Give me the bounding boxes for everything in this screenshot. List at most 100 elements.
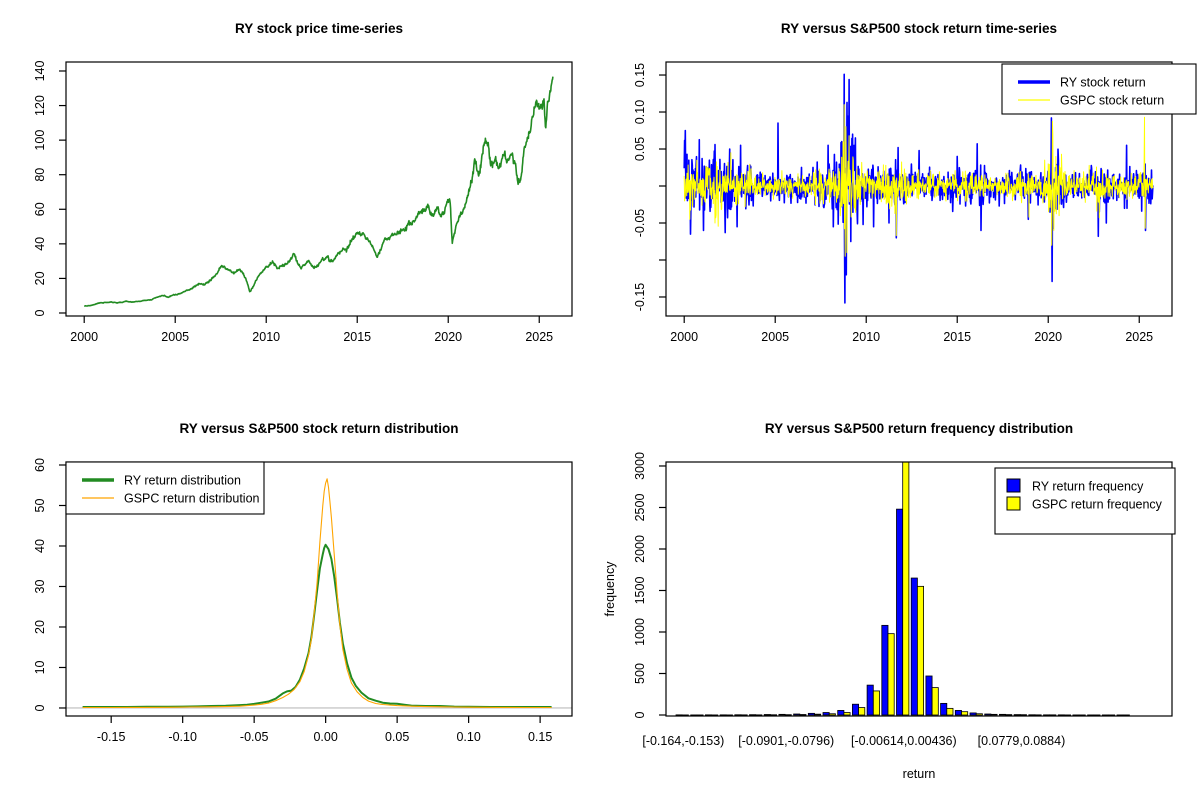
y-tick-label: 0 xyxy=(33,309,47,316)
x-tick-label: 0.00 xyxy=(313,730,337,744)
y-tick-label: 60 xyxy=(33,202,47,216)
bin-range-label: [-0.00614,0.00436) xyxy=(851,734,957,748)
ry-return-frequency-bar xyxy=(896,508,904,716)
gspc-return-frequency-bar xyxy=(814,713,822,716)
bin-range-label: [-0.0901,-0.0796) xyxy=(738,734,834,748)
y-tick-label: 20 xyxy=(33,271,47,285)
ry-return-frequency-bar xyxy=(763,714,771,716)
ry-return-frequency-bar xyxy=(1013,714,1021,716)
x-tick-label: 0.05 xyxy=(385,730,409,744)
y-tick-label: 3000 xyxy=(633,452,647,480)
ry-return-frequency-bar xyxy=(881,624,889,716)
ry-return-frequency-bar xyxy=(910,577,918,716)
y-tick-label: 2500 xyxy=(633,494,647,522)
ry-return-frequency-bar xyxy=(734,714,742,716)
y-tick-label: 120 xyxy=(33,95,47,116)
x-tick-label: 2015 xyxy=(343,330,371,344)
return-distribution-plot: -0.15 -0.10 -0.05 0.00 0.05 0.10 0.15 0 10 20 30 40… xyxy=(33,458,573,744)
legend-label: GSPC stock return xyxy=(1060,94,1164,108)
y-tick-label: 140 xyxy=(33,61,47,82)
ry-return-frequency-bar xyxy=(1057,714,1065,716)
legend-label: RY return distribution xyxy=(124,474,241,488)
y-tick-label: 60 xyxy=(33,458,47,472)
y-tick-label: -0.05 xyxy=(633,209,647,238)
plot-box xyxy=(665,61,1173,317)
gspc-return-frequency-bar xyxy=(828,713,836,716)
y-tick-label: 20 xyxy=(33,620,47,634)
gspc-return-frequency-bar xyxy=(902,461,910,716)
legend-swatch xyxy=(1006,496,1021,511)
y-tick-label: 10 xyxy=(33,660,47,674)
ry-return-frequency-bar xyxy=(807,712,815,716)
ry-return-distribution-line xyxy=(82,543,552,708)
gspc-return-frequency-bar xyxy=(784,714,792,716)
y-tick-label: 40 xyxy=(33,237,47,251)
ry-return-frequency-bar xyxy=(778,713,786,716)
x-tick-label: 2005 xyxy=(761,330,789,344)
y-tick-label: -0.15 xyxy=(633,283,647,312)
x-tick-label: -0.15 xyxy=(97,730,126,744)
price-timeseries-plot: 2000 2005 2010 2015 2020 2025 0 20 40 60 80 100 120 1… xyxy=(33,61,573,344)
ry-stock-price-line xyxy=(83,76,554,307)
gspc-return-frequency-bar xyxy=(961,711,969,716)
x-tick-label: 2010 xyxy=(252,330,280,344)
y-tick-label: 0.10 xyxy=(633,100,647,124)
chart-title-return-frequency: RY versus S&P500 return frequency distri… xyxy=(764,421,1074,436)
x-tick-label: 2025 xyxy=(525,330,553,344)
y-tick-label: 500 xyxy=(633,663,647,684)
y-tick-label: 0 xyxy=(33,704,47,711)
ry-return-frequency-bar xyxy=(984,713,992,716)
y-tick-label: 2000 xyxy=(633,535,647,563)
gspc-return-frequency-bar xyxy=(990,713,998,716)
legend-label: RY return frequency xyxy=(1032,480,1144,494)
legend-label: GSPC return frequency xyxy=(1032,498,1163,512)
y-tick-label: 40 xyxy=(33,539,47,553)
legend-swatch xyxy=(1006,478,1021,493)
ry-return-frequency-bar xyxy=(998,713,1006,716)
return-frequency-plot: 0 500 1000 1500 2000 2500 3000 [-0.164,-0.153) [… xyxy=(603,452,1176,781)
y-tick-label: 1000 xyxy=(633,618,647,646)
return-timeseries-plot: 2000 2005 2010 2015 2020 2025 0.15 0.10 0.05 -0.0… xyxy=(633,61,1197,344)
gspc-return-frequency-bar xyxy=(872,690,880,716)
gspc-return-frequency-bar xyxy=(843,712,851,716)
y-tick-label: 0 xyxy=(633,711,647,718)
x-tick-label: 2005 xyxy=(161,330,189,344)
y-tick-label: 80 xyxy=(33,168,47,182)
gspc-return-frequency-bar xyxy=(740,714,748,716)
gspc-return-frequency-bar xyxy=(946,707,954,716)
ry-return-frequency-bar xyxy=(837,710,845,716)
ry-return-frequency-bar xyxy=(705,714,713,716)
x-tick-label: 2020 xyxy=(434,330,462,344)
y-tick-label: 50 xyxy=(33,498,47,512)
plot-box xyxy=(65,61,573,317)
gspc-return-frequency-bar xyxy=(799,714,807,716)
ry-return-frequency-bar xyxy=(940,702,948,716)
y-tick-label: 0.05 xyxy=(633,137,647,161)
x-tick-label: 2015 xyxy=(943,330,971,344)
gspc-stock-return-line xyxy=(683,104,1154,257)
x-tick-label: 2025 xyxy=(1125,330,1153,344)
ry-return-frequency-bar xyxy=(749,714,757,716)
legend-box xyxy=(65,461,265,515)
y-axis-title: frequency xyxy=(603,561,617,617)
plot-box xyxy=(665,461,1173,717)
y-tick-label: 30 xyxy=(33,579,47,593)
gspc-return-frequency-bar xyxy=(1034,714,1042,716)
chart-title-price: RY stock price time-series xyxy=(234,21,404,36)
plot-box xyxy=(65,461,573,717)
x-tick-label: 2000 xyxy=(670,330,698,344)
ry-return-frequency-bar xyxy=(969,712,977,716)
x-tick-label: 2010 xyxy=(852,330,880,344)
legend-label: GSPC return distribution xyxy=(124,492,260,506)
ry-return-frequency-bar xyxy=(675,714,683,716)
gspc-return-frequency-bar xyxy=(769,714,777,716)
y-tick-label: 0.15 xyxy=(633,63,647,87)
gspc-return-frequency-bar xyxy=(887,633,895,716)
x-tick-label: 2000 xyxy=(70,330,98,344)
ry-return-frequency-bar xyxy=(719,714,727,716)
legend-label: RY stock return xyxy=(1060,76,1146,90)
legend-box xyxy=(1001,63,1197,115)
y-tick-label: 1500 xyxy=(633,577,647,605)
x-tick-label: 0.10 xyxy=(456,730,480,744)
